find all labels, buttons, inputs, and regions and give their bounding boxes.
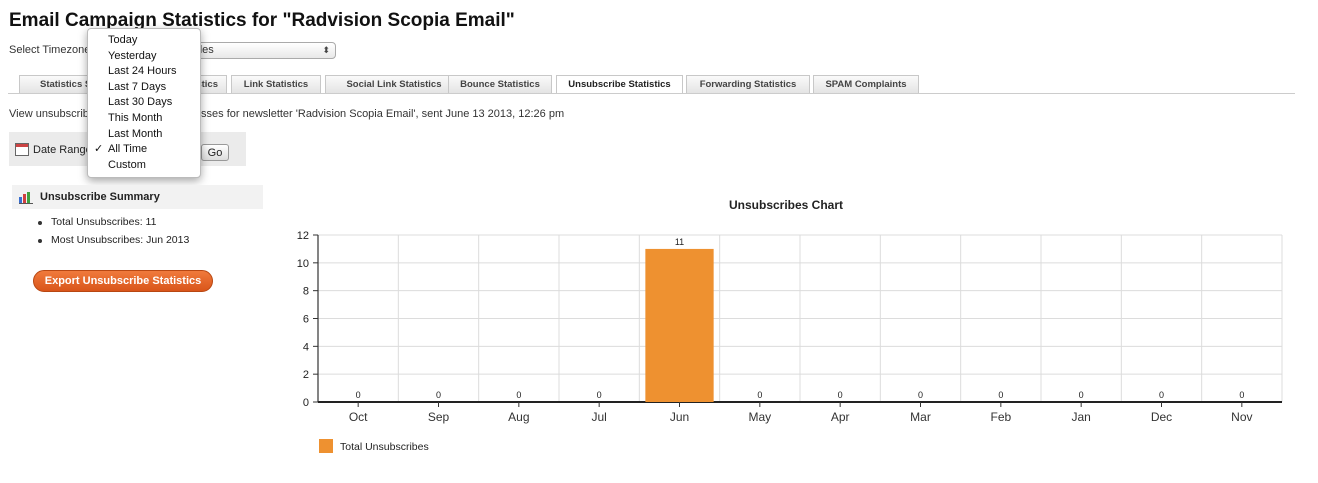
view-description-start: View unsubscribe	[9, 108, 96, 120]
tab-divider	[8, 93, 1295, 94]
data-label: 0	[757, 390, 762, 400]
x-tick-label: Oct	[349, 410, 368, 424]
data-label: 0	[838, 390, 843, 400]
x-tick-label: Mar	[910, 410, 931, 424]
data-label: 0	[1079, 390, 1084, 400]
summary-title: Unsubscribe Summary	[40, 191, 160, 203]
y-tick-label: 6	[303, 314, 309, 326]
data-label: 0	[998, 390, 1003, 400]
data-label: 0	[356, 390, 361, 400]
menu-item-last-month[interactable]: Last Month	[108, 127, 163, 140]
data-label: 0	[516, 390, 521, 400]
view-description-end: sses for newsletter 'Radvision Scopia Em…	[201, 108, 565, 120]
x-tick-label: Sep	[428, 410, 450, 424]
data-label: 0	[1159, 390, 1164, 400]
x-tick-label: Nov	[1231, 410, 1252, 424]
x-tick-label: Jul	[591, 410, 606, 424]
legend-swatch	[319, 439, 333, 453]
bar-chart-icon	[19, 192, 33, 204]
page-title: Email Campaign Statistics for "Radvision…	[9, 10, 515, 31]
tab-spam-complaints[interactable]: SPAM Complaints	[813, 75, 919, 93]
summary-list: Total Unsubscribes: 11 Most Unsubscribes…	[38, 216, 189, 252]
menu-item-this-month[interactable]: This Month	[108, 111, 163, 124]
data-label: 0	[597, 390, 602, 400]
menu-item-today[interactable]: Today	[108, 34, 138, 46]
tab-link-statistics[interactable]: Link Statistics	[231, 75, 321, 93]
data-label: 0	[918, 390, 923, 400]
menu-item-yesterday[interactable]: Yesterday	[108, 49, 157, 62]
x-tick-label: Jun	[670, 410, 689, 424]
y-tick-label: 12	[297, 230, 309, 242]
export-button[interactable]: Export Unsubscribe Statistics	[33, 270, 213, 292]
y-tick-label: 0	[303, 397, 309, 409]
x-tick-label: Jan	[1071, 410, 1090, 424]
tab-unsubscribe-statistics[interactable]: Unsubscribe Statistics	[556, 75, 683, 94]
tab-social-link-statistics[interactable]: Social Link Statistics	[325, 75, 463, 93]
summary-total: Total Unsubscribes: 11	[38, 216, 189, 234]
date-range-label[interactable]: Date Range	[33, 144, 92, 156]
data-label: 0	[436, 390, 441, 400]
menu-item-last-24-hours[interactable]: Last 24 Hours	[108, 65, 177, 78]
x-tick-label: Apr	[831, 410, 850, 424]
unsubscribes-chart: Unsubscribes Chart 0 2 4 6 8 10 12 0 Oct 0 Sep 0 Aug 0…	[270, 190, 1300, 470]
summary-most: Most Unsubscribes: Jun 2013	[38, 234, 189, 252]
timezone-label: Select Timezone	[9, 44, 91, 56]
x-tick-label: Feb	[990, 410, 1011, 424]
chart-canvas: Unsubscribes Chart 0 2 4 6 8 10 12 0 Oct 0 Sep 0 Aug 0…	[297, 198, 1283, 453]
menu-item-last-30-days[interactable]: Last 30 Days	[108, 96, 173, 109]
x-tick-label: Dec	[1151, 410, 1172, 424]
x-tick-label: Aug	[508, 410, 529, 424]
go-button[interactable]: Go	[201, 144, 229, 161]
y-tick-label: 4	[303, 341, 309, 353]
y-tick-label: 2	[303, 369, 309, 381]
x-tick-label: May	[748, 410, 771, 424]
tab-forwarding-statistics[interactable]: Forwarding Statistics	[686, 75, 810, 93]
y-tick-label: 8	[303, 286, 309, 298]
y-tick-label: 10	[297, 258, 309, 270]
checkmark-icon: ✓	[94, 143, 104, 156]
view-description: View unsubscribe sses for newsletter 'Rad…	[9, 108, 564, 120]
date-range-menu: Today Yesterday Last 24 Hours Last 7 Day…	[87, 28, 201, 178]
calendar-icon	[15, 143, 29, 156]
summary-header: Unsubscribe Summary	[12, 185, 263, 209]
menu-item-last-7-days[interactable]: Last 7 Days	[108, 80, 167, 93]
bar-jun	[645, 248, 714, 402]
tab-bounce-statistics[interactable]: Bounce Statistics	[448, 75, 552, 93]
data-label: 11	[675, 237, 684, 247]
menu-item-all-time[interactable]: ✓ All Time	[88, 142, 200, 158]
chart-title: Unsubscribes Chart	[729, 198, 843, 212]
select-arrows-icon: ⬍	[322, 45, 330, 55]
data-label: 0	[1239, 390, 1244, 400]
menu-item-custom[interactable]: Custom	[108, 158, 146, 171]
legend-label: Total Unsubscribes	[340, 441, 429, 453]
